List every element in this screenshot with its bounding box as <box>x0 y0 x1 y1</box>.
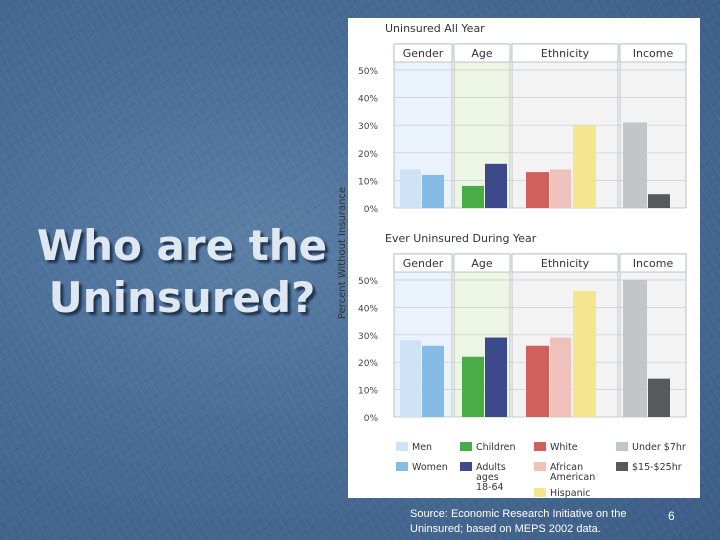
bar-1-white <box>526 172 549 208</box>
y-tick-label-2-3: 30% <box>358 332 378 342</box>
group-header-1-1 <box>393 43 453 63</box>
y-tick-label-2-1: 10% <box>358 387 378 397</box>
bar-1-men <box>400 169 421 208</box>
y-tick-label-1-5: 50% <box>358 67 378 77</box>
group-header-1-3 <box>511 43 619 63</box>
bar-1-women <box>422 174 444 208</box>
bar-2-white <box>526 345 549 417</box>
legend-label-7: Hispanic <box>550 488 590 498</box>
legend-swatch-1 <box>396 442 408 451</box>
group-label-2-2: Age <box>471 257 493 270</box>
group-label-1-3: Ethnicity <box>541 47 590 60</box>
legend-swatch-3 <box>460 442 472 451</box>
chart-title-2: Ever Uninsured During Year <box>385 232 537 245</box>
group-label-1-1: Gender <box>403 47 444 60</box>
group-label-2-4: Income <box>633 257 674 270</box>
y-tick-label-2-2: 20% <box>358 359 378 369</box>
source-line-1: Source: Economic Research Initiative on … <box>410 508 627 520</box>
legend-label-8: Under $7hr <box>632 442 686 453</box>
y-tick-label-2-4: 40% <box>358 304 378 314</box>
legend-label-9: $15-$25hr <box>632 462 682 473</box>
slide-title-line-1: Who are the <box>36 221 328 270</box>
legend-label-4: Adults ages 18-64 <box>476 462 506 493</box>
bar-2-adults-ages-18-64 <box>485 337 507 417</box>
legend-label-1: Men <box>412 442 432 453</box>
legend-label-6: African American <box>550 462 595 483</box>
group-header-2-1 <box>393 253 453 273</box>
chart-title-1: Uninsured All Year <box>385 22 485 35</box>
group-header-2-2 <box>453 253 511 273</box>
group-header-2-3 <box>511 253 619 273</box>
source-line-2: Uninsured; based on MEPS 2002 data. <box>410 523 601 535</box>
y-tick-label-2-0: 0% <box>364 414 379 424</box>
bar-1--15-25hr <box>648 194 670 208</box>
group-label-2-3: Ethnicity <box>541 257 590 270</box>
bar-2-children <box>462 356 484 417</box>
y-tick-label-1-1: 10% <box>358 177 378 187</box>
bar-2--15-25hr <box>648 378 670 417</box>
legend-swatch-8 <box>616 442 628 451</box>
legend-swatch-6 <box>534 462 546 471</box>
bar-1-hispanic <box>573 125 596 208</box>
bar-2-african-american <box>550 337 571 417</box>
group-label-2-1: Gender <box>403 257 444 270</box>
legend-swatch-5 <box>534 442 546 451</box>
bar-1-african-american <box>550 169 571 208</box>
legend-swatch-7 <box>534 488 546 497</box>
y-tick-label-2-5: 50% <box>358 277 378 287</box>
bar-1-under-7hr <box>623 122 647 208</box>
group-header-1-4 <box>619 43 687 63</box>
bar-1-children <box>462 185 484 208</box>
group-header-2-4 <box>619 253 687 273</box>
bar-2-men <box>400 340 421 417</box>
page-number: 6 <box>668 509 675 523</box>
legend-swatch-2 <box>396 462 408 471</box>
y-tick-label-1-3: 30% <box>358 122 378 132</box>
y-tick-label-1-2: 20% <box>358 150 378 160</box>
group-label-1-2: Age <box>471 47 493 60</box>
bar-2-women <box>422 345 444 417</box>
uninsured-chart: Uninsured All Year Gender Age Ethnicity Inco… <box>337 18 700 498</box>
slide-title: Who are the Uninsured? <box>22 220 342 324</box>
legend-swatch-4 <box>460 462 472 471</box>
slide-title-line-2: Uninsured? <box>48 273 316 322</box>
y-tick-label-1-0: 0% <box>364 205 379 215</box>
legend-label-2: Women <box>412 462 448 473</box>
bar-2-hispanic <box>573 290 596 417</box>
legend-label-3: Children <box>476 442 516 453</box>
legend-swatch-9 <box>616 462 628 471</box>
bar-2-under-7hr <box>623 280 647 417</box>
group-header-1-2 <box>453 43 511 63</box>
y-tick-label-1-4: 40% <box>358 95 378 105</box>
legend-label-5: White <box>550 442 578 453</box>
bar-1-adults-ages-18-64 <box>485 163 507 208</box>
source-note: Source: Economic Research Initiative on … <box>410 507 660 537</box>
group-label-1-4: Income <box>633 47 674 60</box>
y-axis-label: Percent Without Insurance <box>337 187 348 319</box>
